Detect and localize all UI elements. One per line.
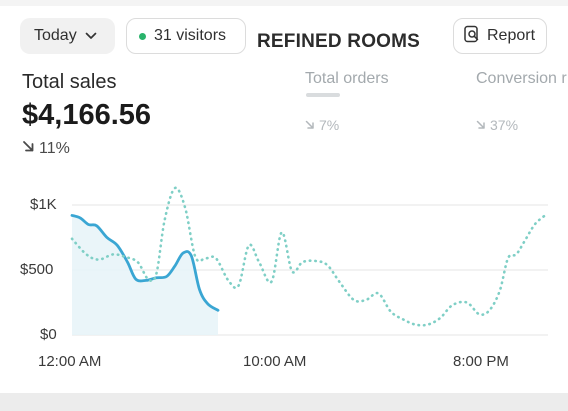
total-sales-label: Total sales (22, 71, 117, 93)
arrow-down-right-icon (305, 117, 315, 133)
visitors-count: 31 visitors (154, 27, 227, 44)
chevron-down-icon (85, 27, 97, 45)
y-tick-label: $500 (20, 261, 54, 278)
y-tick-label: $1K (30, 196, 57, 213)
conversion-change: 37% (476, 117, 518, 133)
x-tick-label: 12:00 AM (38, 353, 102, 370)
current-series-area (72, 215, 219, 335)
y-tick-label: $0 (40, 326, 57, 343)
conversion-label: Conversion r (476, 70, 567, 87)
live-indicator-icon (139, 32, 146, 40)
comparison-series-line (70, 186, 547, 327)
total-orders-label: Total orders (305, 70, 389, 87)
report-search-icon (462, 24, 482, 49)
current-series-line (70, 214, 220, 312)
bottom-divider (0, 393, 568, 411)
report-label: Report (487, 27, 536, 44)
total-orders-change-value: 7% (319, 117, 340, 133)
date-filter-label: Today (34, 27, 77, 44)
total-sales-change-value: 11% (39, 140, 70, 157)
total-orders-change: 7% (305, 117, 339, 133)
date-filter-dropdown[interactable]: Today (20, 18, 115, 54)
total-sales-change: 11% (22, 140, 70, 158)
report-button[interactable]: Report (453, 18, 547, 54)
total-sales-value: $4,166.56 (22, 99, 152, 131)
arrow-down-right-icon (476, 117, 486, 133)
brand-name: REFINED ROOMS (257, 31, 421, 52)
top-divider (0, 0, 568, 6)
total-orders-value-placeholder (306, 93, 340, 97)
x-tick-label: 8:00 PM (453, 353, 509, 370)
arrow-down-right-icon (22, 140, 35, 158)
conversion-change-value: 37% (490, 117, 519, 133)
x-tick-label: 10:00 AM (243, 353, 307, 370)
live-visitors-button[interactable]: 31 visitors (126, 18, 246, 54)
